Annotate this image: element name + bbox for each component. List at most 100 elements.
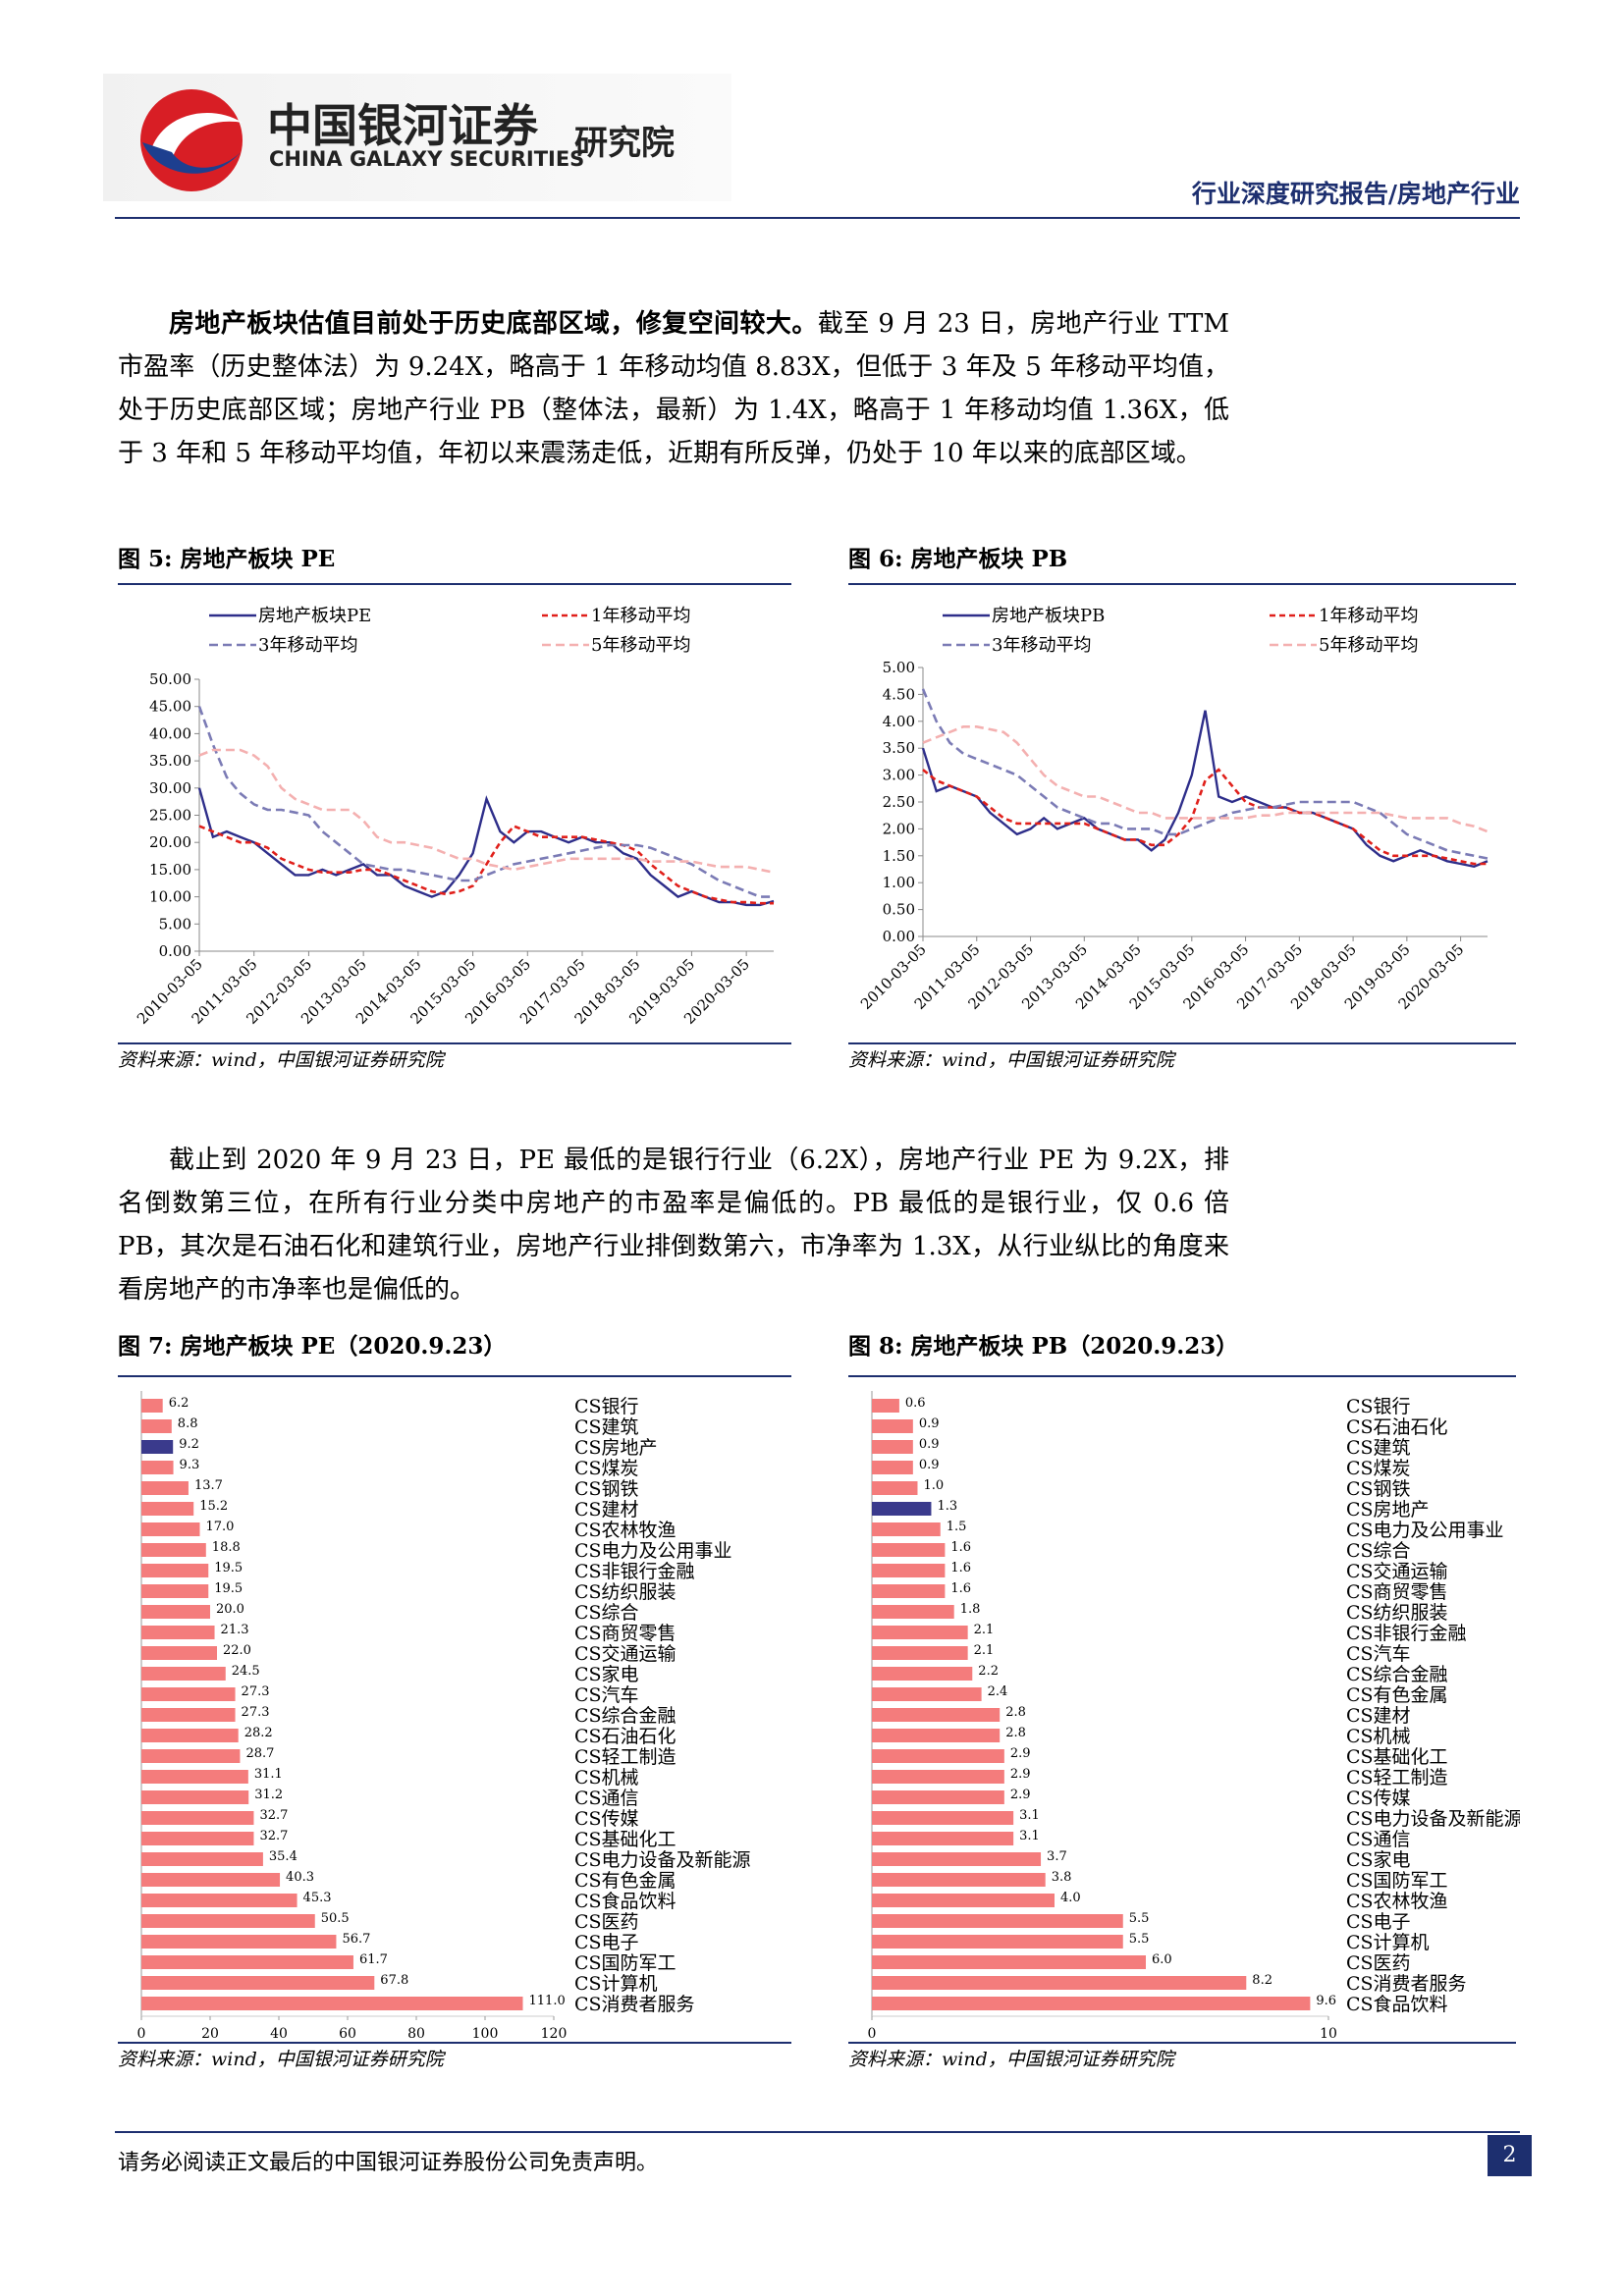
paragraph-lead: 房地产板块估值目前处于历史底部区域，修复空间较大。 — [169, 309, 818, 339]
bar — [141, 1584, 209, 1598]
value-label: 2.9 — [1010, 1746, 1031, 1761]
value-label: 17.0 — [206, 1520, 235, 1534]
category-label: CS消费者服务 — [1346, 1973, 1467, 1995]
bar — [872, 1935, 1123, 1949]
value-label: 32.7 — [259, 1829, 288, 1843]
value-label: 20.0 — [216, 1602, 244, 1617]
bar — [872, 1646, 968, 1660]
bar — [141, 1770, 248, 1784]
bar — [141, 1626, 215, 1639]
bar — [872, 1626, 968, 1639]
value-label: 61.7 — [359, 1952, 388, 1967]
logo-swoosh-blue — [142, 142, 241, 174]
category-label: CS非银行金融 — [1346, 1623, 1467, 1644]
y-tick-label: 4.50 — [883, 685, 915, 703]
figure-rule — [118, 2042, 791, 2044]
value-label: 56.7 — [342, 1932, 370, 1947]
bar — [872, 1729, 1001, 1742]
y-tick-label: 0.00 — [883, 928, 915, 945]
bar — [872, 1873, 1046, 1887]
x-tick-label: 80 — [407, 2026, 425, 2042]
figure-rule — [848, 583, 1516, 585]
category-label: CS国防军工 — [574, 1952, 677, 1974]
x-tick-label: 40 — [270, 2026, 288, 2042]
y-tick-label: 0.50 — [883, 901, 915, 919]
bar — [141, 1914, 315, 1928]
bar — [141, 1955, 353, 1969]
value-label: 0.9 — [919, 1458, 940, 1472]
value-label: 45.3 — [303, 1891, 332, 1905]
bar — [141, 1502, 194, 1516]
chart: 图 6: 房地产板块 PB 资料来源：wind，中国银河证券研究院 0.00 0.50… — [848, 546, 1516, 1071]
value-label: 2.1 — [974, 1643, 995, 1658]
value-label: 24.5 — [232, 1664, 260, 1679]
value-label: 22.0 — [223, 1643, 251, 1658]
category-label: CS电力及公用事业 — [574, 1540, 732, 1562]
category-label: CS国防军工 — [1346, 1870, 1448, 1892]
category-label: CS传媒 — [574, 1808, 639, 1830]
bar — [872, 1687, 982, 1701]
y-tick-label: 3.50 — [883, 739, 915, 757]
category-label: CS医药 — [574, 1911, 639, 1933]
bar — [872, 1522, 941, 1536]
value-label: 31.2 — [254, 1788, 283, 1802]
category-label: CS传媒 — [1346, 1788, 1411, 1809]
legend-label: 5年移动平均 — [591, 635, 690, 656]
value-label: 2.2 — [978, 1664, 999, 1679]
value-label: 27.3 — [242, 1684, 270, 1699]
category-label: CS食品饮料 — [1346, 1994, 1448, 2015]
value-label: 2.9 — [1010, 1788, 1031, 1802]
category-label: CS非银行金融 — [574, 1561, 695, 1582]
value-label: 27.3 — [242, 1705, 270, 1720]
figure-rule — [848, 1042, 1516, 1044]
category-label: CS综合金融 — [574, 1705, 677, 1727]
bar — [141, 1935, 337, 1949]
bar — [141, 1790, 249, 1804]
x-tick-label: 0 — [868, 2026, 877, 2042]
figure-source: 资料来源：wind，中国银河证券研究院 — [118, 2049, 447, 2070]
category-label: CS建筑 — [574, 1416, 639, 1438]
category-label: CS轻工制造 — [1346, 1767, 1448, 1789]
bar — [872, 1584, 946, 1598]
bar — [872, 1811, 1014, 1825]
category-label: CS电子 — [1346, 1911, 1411, 1933]
category-label: CS电力设备及新能源 — [574, 1849, 751, 1871]
value-label: 9.6 — [1316, 1994, 1336, 2008]
bar — [141, 1708, 236, 1722]
category-label: CS消费者服务 — [574, 1994, 695, 2015]
y-tick-label: 50.00 — [149, 670, 191, 688]
category-label: CS纺织服装 — [1346, 1602, 1448, 1624]
chart: 图 5: 房地产板块 PE 资料来源：wind，中国银河证券研究院 0.00 5.00… — [118, 546, 791, 1071]
series-line — [921, 688, 1489, 860]
legend-label: 3年移动平均 — [258, 635, 357, 656]
bar — [141, 1894, 298, 1907]
bar — [872, 1440, 913, 1454]
series-line — [921, 710, 1489, 869]
category-label: CS房地产 — [574, 1437, 658, 1459]
figure-source: 资料来源：wind，中国银河证券研究院 — [848, 2049, 1177, 2070]
bar — [141, 1997, 523, 2010]
bar — [872, 1770, 1004, 1784]
bar — [872, 1419, 913, 1433]
institute: 研究院 — [574, 124, 675, 163]
series-line — [198, 825, 774, 905]
bar — [141, 1873, 281, 1887]
bar — [872, 1955, 1146, 1969]
category-label: CS房地产 — [1346, 1499, 1430, 1521]
paragraph-text: 截止到 2020 年 9 月 23 日，PE 最低的是银行行业（6.2X），房地… — [118, 1146, 1229, 1305]
figure-title: 图 7: 房地产板块 PE（2020.9.23） — [118, 1333, 506, 1360]
category-label: CS建材 — [574, 1499, 639, 1521]
paragraph-text: 截至 9 月 23 日，房地产行业 TTM 市盈率（历史整体法）为 9.24X，… — [118, 309, 1229, 468]
category-label: CS家电 — [1346, 1849, 1411, 1871]
category-label: CS计算机 — [1346, 1932, 1430, 1953]
category-label: CS综合金融 — [1346, 1664, 1448, 1685]
y-tick-label: 20.00 — [149, 833, 191, 851]
value-label: 0.9 — [919, 1416, 940, 1431]
value-label: 13.7 — [194, 1478, 223, 1493]
value-label: 1.0 — [924, 1478, 945, 1493]
bar — [872, 1461, 913, 1474]
value-label: 67.8 — [380, 1973, 408, 1988]
category-label: CS家电 — [574, 1664, 639, 1685]
category-label: CS综合 — [1346, 1540, 1411, 1562]
paragraph: 房地产板块估值目前处于历史底部区域，修复空间较大。截至 9 月 23 日，房地产… — [118, 302, 1229, 475]
